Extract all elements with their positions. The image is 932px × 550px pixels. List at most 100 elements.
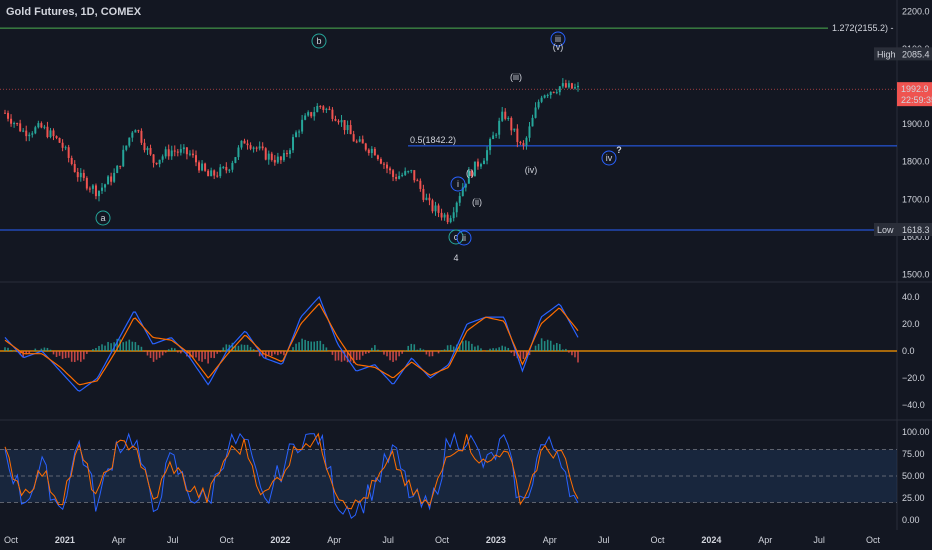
candle-body: [288, 150, 291, 154]
candle-body: [249, 145, 252, 149]
macd-histogram-bar: [131, 341, 134, 351]
candle-body: [301, 119, 304, 132]
macd-histogram-bar: [280, 351, 282, 354]
candle-body: [22, 130, 25, 132]
candle-body: [131, 132, 134, 138]
candle-body: [64, 147, 67, 149]
macd-histogram-bar: [10, 349, 12, 351]
high-badge-value: 2085.4: [902, 49, 930, 59]
macd-histogram-bar: [13, 350, 15, 352]
macd-axis-tick: −40.0: [902, 400, 925, 410]
macd-histogram-bar: [255, 351, 258, 352]
price-axis-tick: 1800.0: [902, 157, 930, 167]
candle-body: [525, 137, 528, 146]
candle-body: [401, 174, 404, 176]
candle-body: [531, 117, 534, 127]
macd-histogram-bar: [319, 340, 322, 351]
macd-histogram-bar: [413, 344, 416, 351]
macd-histogram-bar: [86, 351, 88, 354]
candle-body: [170, 150, 173, 157]
wave-ii-label: (ii): [472, 197, 482, 207]
candle-body: [346, 125, 349, 131]
stoch-d-line: [4, 432, 579, 510]
time-axis-label: Jul: [382, 535, 394, 545]
macd-histogram-bar: [198, 351, 200, 361]
candle-body: [310, 112, 313, 117]
candle-body: [522, 143, 525, 146]
candle-body: [161, 156, 164, 160]
candle-body: [164, 149, 167, 157]
candle-body: [461, 187, 464, 197]
candle-body: [446, 214, 449, 223]
macd-histogram-bar: [55, 351, 58, 358]
candle-body: [55, 136, 58, 138]
stoch-axis-tick: 100.00: [902, 427, 930, 437]
macd-histogram-bar: [173, 348, 176, 351]
macd-histogram-bar: [458, 343, 461, 351]
time-axis-label: 2023: [486, 535, 506, 545]
candle-body: [52, 130, 55, 137]
candle-body: [307, 112, 310, 116]
macd-histogram-bar: [22, 351, 24, 358]
candle-body: [379, 159, 382, 164]
macd-histogram-bar: [465, 340, 467, 351]
candle-body: [4, 112, 6, 114]
macd-histogram-bar: [270, 351, 273, 357]
candle-body: [49, 130, 52, 138]
candle-body: [467, 170, 470, 184]
candle-body: [334, 118, 337, 121]
macd-histogram-bar: [562, 349, 564, 351]
candle-body: [285, 153, 288, 155]
candle-body: [267, 153, 270, 160]
candle-body: [240, 140, 243, 148]
candle-body: [10, 118, 13, 124]
candle-body: [573, 87, 576, 89]
candle-body: [292, 137, 295, 151]
wave-iv-label: (iv): [525, 165, 538, 175]
candle-body: [282, 153, 285, 161]
stoch-axis-tick: 25.00: [902, 493, 925, 503]
candle-body: [404, 171, 407, 175]
macd-histogram-bar: [104, 345, 106, 351]
macd-histogram-bar: [404, 350, 406, 352]
time-axis-label: Apr: [758, 535, 772, 545]
wave-ii-circled: ii: [462, 233, 466, 243]
candle-body: [328, 108, 331, 110]
macd-histogram-bar: [519, 351, 522, 361]
macd-histogram-bar: [377, 349, 379, 351]
macd-histogram-bar: [216, 351, 219, 354]
candle-body: [25, 130, 28, 137]
time-axis-label: Apr: [112, 535, 126, 545]
wave-4-label: 4: [453, 253, 458, 263]
candle-body: [410, 170, 413, 172]
macd-histogram-bar: [128, 339, 131, 351]
current-price-time: 22:59:35: [901, 95, 932, 105]
candle-body: [79, 172, 82, 178]
macd-histogram-bar: [149, 351, 152, 359]
wave-ii-circled-circle: [456, 230, 472, 246]
macd-histogram-bar: [137, 345, 140, 351]
candle-body: [349, 125, 352, 135]
macd-histogram-bar: [267, 351, 270, 356]
macd-histogram-bar: [574, 351, 576, 358]
macd-histogram-bar: [392, 351, 394, 362]
macd-histogram-bar: [92, 349, 94, 351]
candle-body: [31, 133, 34, 135]
macd-histogram-bar: [489, 348, 491, 351]
candle-body: [225, 166, 228, 171]
macd-histogram-bar: [204, 351, 206, 360]
macd-histogram-bar: [210, 351, 212, 358]
candle-body: [122, 149, 125, 167]
macd-axis-tick: 0.0: [902, 346, 915, 356]
macd-histogram-bar: [237, 345, 240, 351]
high-badge-label: High: [877, 49, 896, 59]
macd-histogram-bar: [83, 351, 85, 360]
macd-histogram-bar: [195, 351, 197, 358]
candle-body: [470, 170, 473, 177]
candle-body: [549, 91, 552, 96]
wave-b-label-circle: [311, 33, 327, 49]
wave-iii-circled: iii: [555, 34, 561, 44]
macd-histogram-bar: [201, 351, 203, 362]
macd-histogram-bar: [534, 345, 537, 351]
